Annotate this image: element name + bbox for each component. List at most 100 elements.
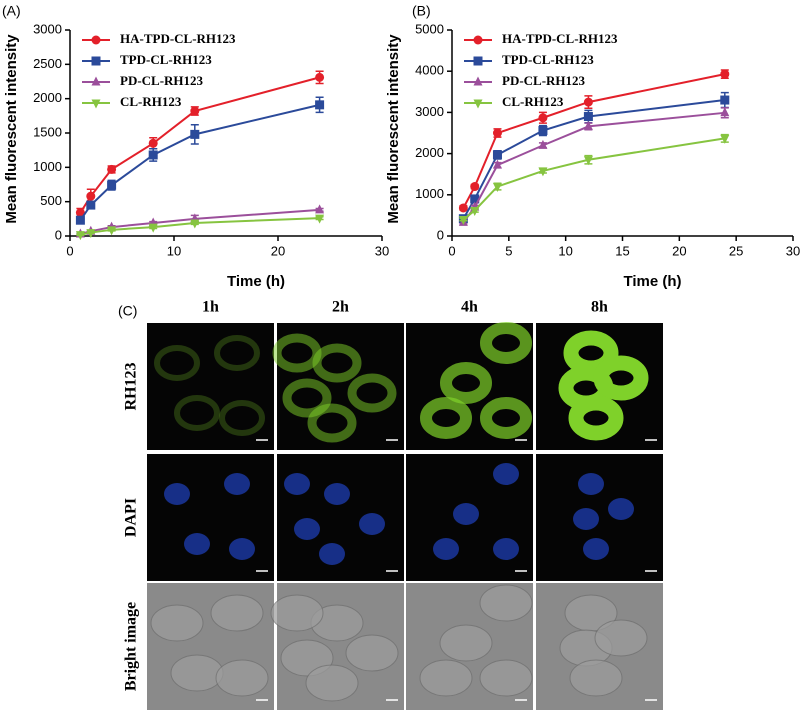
y-tick-label: 1000	[33, 159, 62, 174]
marker	[470, 182, 480, 192]
nucleus	[294, 518, 320, 540]
x-tick-label: 0	[448, 243, 455, 258]
x-tick-label: 5	[505, 243, 512, 258]
cell-stain	[420, 397, 472, 439]
marker	[75, 215, 85, 225]
cell-outline	[345, 634, 399, 672]
marker	[538, 139, 548, 149]
marker	[458, 216, 468, 226]
marker	[473, 99, 483, 109]
marker	[538, 113, 548, 123]
marker	[470, 194, 480, 204]
marker	[91, 99, 101, 109]
x-tick-label: 15	[615, 243, 629, 258]
marker	[720, 69, 730, 79]
x-tick-label: 10	[167, 243, 181, 258]
column-header: 4h	[461, 299, 478, 316]
cell-outline	[270, 594, 324, 632]
cell-stain	[568, 395, 624, 441]
cell-stain	[272, 333, 322, 373]
cell-stain	[214, 335, 260, 371]
cell-stain	[440, 362, 492, 404]
marker	[107, 164, 117, 174]
marker	[148, 223, 158, 233]
marker	[538, 126, 548, 136]
y-tick-label: 5000	[415, 21, 444, 36]
y-tick-label: 3000	[33, 21, 62, 36]
series-line	[79, 76, 320, 214]
legend-label: HA-TPD-CL-RH123	[120, 31, 236, 46]
column-header: 8h	[591, 299, 608, 316]
marker	[190, 106, 200, 116]
y-tick-label: 0	[55, 227, 62, 242]
marker	[473, 56, 483, 66]
micrograph	[147, 454, 274, 581]
x-tick-label: 25	[729, 243, 743, 258]
x-tick-label: 0	[66, 243, 73, 258]
cell-outline	[170, 654, 224, 692]
legend-label: CL-RH123	[502, 94, 564, 109]
nucleus	[284, 473, 310, 495]
marker	[720, 95, 730, 105]
marker	[492, 183, 502, 193]
legend-label: HA-TPD-CL-RH123	[502, 31, 618, 46]
marker	[583, 112, 593, 122]
y-tick-label: 2500	[33, 56, 62, 71]
y-axis-label: Mean fluorescent intensity	[3, 34, 20, 224]
marker	[107, 180, 117, 190]
marker	[583, 120, 593, 130]
nucleus	[578, 473, 604, 495]
nucleus	[493, 463, 519, 485]
nucleus	[324, 483, 350, 505]
marker	[492, 150, 502, 160]
y-tick-label: 1500	[33, 124, 62, 139]
row-label: RH123	[123, 363, 140, 411]
marker	[91, 76, 101, 86]
nucleus	[224, 473, 250, 495]
nucleus	[573, 508, 599, 530]
cell-outline	[569, 659, 623, 697]
row-label: Bright image	[123, 602, 140, 691]
marker	[720, 107, 730, 117]
cell-stain	[174, 395, 220, 431]
marker	[190, 219, 200, 229]
nucleus	[359, 513, 385, 535]
nucleus	[453, 503, 479, 525]
nucleus	[164, 483, 190, 505]
legend-label: CL-RH123	[120, 94, 182, 109]
x-tick-label: 20	[271, 243, 285, 258]
marker	[583, 156, 593, 166]
column-header: 2h	[332, 299, 349, 316]
marker	[538, 167, 548, 177]
x-tick-label: 10	[558, 243, 572, 258]
cell-stain	[154, 345, 200, 381]
y-tick-label: 2000	[33, 90, 62, 105]
row-label: DAPI	[123, 498, 140, 537]
marker	[583, 97, 593, 107]
micrograph	[147, 323, 274, 450]
marker	[458, 203, 468, 213]
legend-label: TPD-CL-RH123	[502, 52, 594, 67]
x-tick-label: 20	[672, 243, 686, 258]
marker	[315, 204, 325, 214]
cell-outline	[215, 659, 269, 697]
marker	[473, 35, 483, 45]
cell-outline	[479, 584, 533, 622]
panel-label: (C)	[118, 303, 137, 319]
cell-outline	[594, 619, 648, 657]
cell-outline	[305, 664, 359, 702]
nucleus	[493, 538, 519, 560]
series-line	[462, 111, 725, 224]
marker	[315, 72, 325, 82]
marker	[720, 134, 730, 144]
nucleus	[608, 498, 634, 520]
cell-outline	[479, 659, 533, 697]
marker	[492, 128, 502, 138]
y-tick-label: 1000	[415, 186, 444, 201]
marker	[470, 206, 480, 216]
column-header: 1h	[202, 299, 219, 316]
cell-stain	[219, 400, 265, 436]
nucleus	[184, 533, 210, 555]
x-tick-label: 30	[375, 243, 389, 258]
